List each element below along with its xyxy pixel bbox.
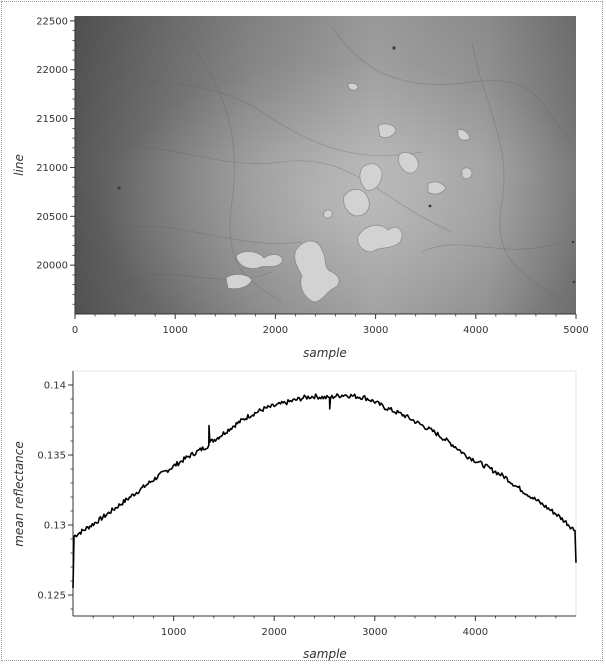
reflectance-x-tick-label: 2000 <box>261 627 286 638</box>
reflectance-y-tick-label: 0.13 <box>44 521 66 532</box>
image-panel: 0 1000 2000 3000 4000 5000 20000 20500 21000 2150… <box>36 16 589 336</box>
image-y-tick-label: 21500 <box>36 114 68 125</box>
reflectance-x-tick-label: 4000 <box>463 627 488 638</box>
reflectance-y-tick-label: 0.14 <box>44 381 66 392</box>
reflectance-y-tick-label: 0.135 <box>37 451 66 462</box>
image-y-tick-label: 22000 <box>36 65 68 76</box>
image-y-tick-label: 20000 <box>36 261 68 272</box>
image-axes: 0 1000 2000 3000 4000 5000 20000 20500 21000 2150… <box>36 16 589 336</box>
image-y-tick-label: 22500 <box>36 16 68 27</box>
image-bright-features <box>225 82 473 303</box>
image-x-tick-label: 4000 <box>463 325 488 336</box>
reflectance-series <box>72 393 577 589</box>
image-x-tick-label: 2000 <box>263 325 288 336</box>
image-x-axis-title: sample <box>303 346 347 360</box>
image-dark-specks <box>117 46 576 284</box>
reflectance-axes: 1000 2000 3000 4000 0.125 0.13 0.135 0.14 <box>37 371 576 638</box>
reflectance-x-axis-title: sample <box>303 647 347 661</box>
image-texture-lines <box>81 26 573 303</box>
reflectance-y-tick-label: 0.125 <box>37 591 66 602</box>
reflectance-x-tick-label: 1000 <box>161 627 186 638</box>
image-x-tick-label: 1000 <box>162 325 187 336</box>
image-x-tick-label: 0 <box>72 325 78 336</box>
reflectance-y-axis-title: mean reflectance <box>12 441 26 547</box>
image-x-tick-label: 3000 <box>363 325 388 336</box>
image-x-tick-label: 5000 <box>563 325 588 336</box>
reflectance-series-line <box>72 393 577 589</box>
reflectance-x-tick-label: 3000 <box>362 627 387 638</box>
image-y-tick-label: 20500 <box>36 212 68 223</box>
image-y-tick-label: 21000 <box>36 163 68 174</box>
plot-area <box>72 370 577 617</box>
reflectance-panel: 1000 2000 3000 4000 0.125 0.13 0.135 0.14 <box>37 370 577 638</box>
image-y-axis-title: line <box>12 154 26 176</box>
